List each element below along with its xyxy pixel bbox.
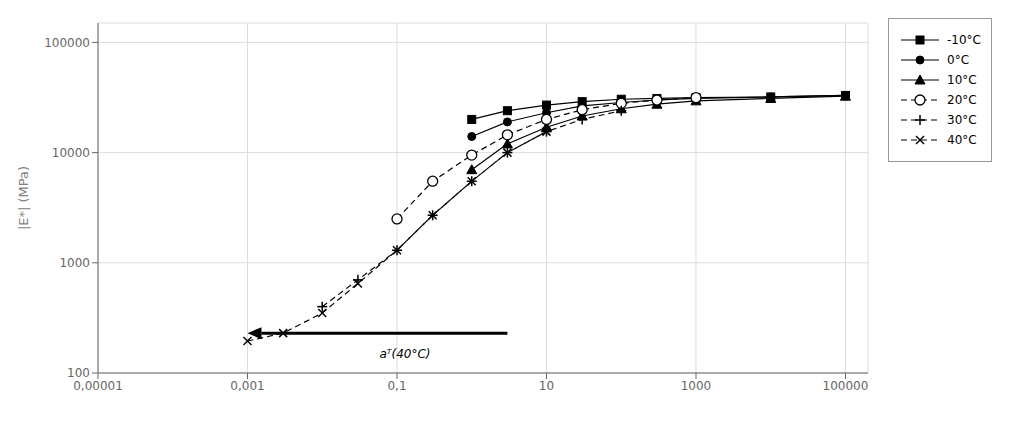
svg-text:100000: 100000	[44, 36, 90, 50]
html-text:10°C: 10°C	[947, 73, 977, 87]
html-text:30°C: 30°C	[947, 113, 977, 127]
html-text:40°C: 40°C	[947, 133, 977, 147]
svg-text:100000: 100000	[823, 379, 869, 393]
svg-text:aᵀ(40°C): aᵀ(40°C)	[379, 347, 430, 361]
html-text:0°C: 0°C	[947, 53, 969, 67]
html-text:-10°C: -10°C	[947, 33, 981, 47]
svg-text:1000: 1000	[681, 379, 712, 393]
svg-text:0,001: 0,001	[230, 379, 264, 393]
svg-text:1000: 1000	[59, 256, 90, 270]
svg-text:0,1: 0,1	[387, 379, 406, 393]
svg-text:100: 100	[67, 366, 90, 380]
svg-text:10: 10	[539, 379, 554, 393]
html-text:20°C: 20°C	[947, 93, 977, 107]
svg-text:0,00001: 0,00001	[73, 379, 123, 393]
svg-text:|E*| (MPa): |E*| (MPa)	[16, 166, 31, 230]
svg-text:10000: 10000	[52, 146, 90, 160]
